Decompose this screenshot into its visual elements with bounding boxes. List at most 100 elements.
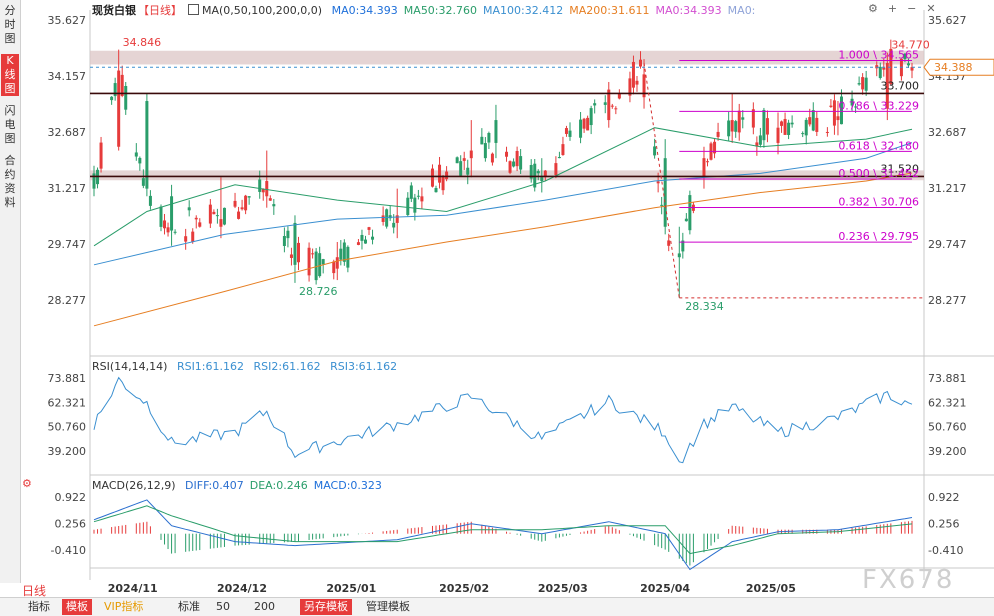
ma-settings-icon[interactable]: [188, 4, 199, 15]
ma-line-ma50: [93, 127, 913, 247]
candle-body: [170, 196, 174, 231]
macd-tick-left: -0.410: [51, 544, 86, 557]
candle-body: [187, 207, 191, 211]
candle-body: [219, 219, 223, 227]
candle-body: [342, 242, 346, 262]
rsi-tick-left: 39.200: [48, 445, 87, 458]
tab-kline-chart[interactable]: K线图: [1, 54, 19, 96]
candle-body: [367, 227, 371, 230]
candle-body: [741, 117, 745, 120]
candle-body: [762, 109, 766, 141]
candle-body: [755, 142, 759, 147]
candle-body: [684, 218, 688, 222]
candle-body: [529, 164, 533, 179]
top-icons: ⚙ + − ✕: [858, 2, 936, 15]
toolbar-button-7[interactable]: 管理模板: [366, 600, 410, 613]
date-label: 2025/03: [538, 582, 588, 595]
fib-label-2: 0.618 \ 32.180: [838, 139, 919, 152]
toolbar-button-3[interactable]: 标准: [178, 600, 200, 613]
candle-body: [141, 178, 145, 186]
candle-body: [508, 161, 512, 173]
low-right-label: 28.334: [685, 300, 724, 313]
candle-body: [667, 240, 671, 246]
candle-body: [258, 179, 262, 192]
candle-body: [483, 143, 487, 159]
toolbar-button-1[interactable]: 模板: [62, 599, 92, 615]
candle-body: [194, 217, 198, 220]
candle-body: [825, 131, 829, 133]
candle-body: [758, 135, 762, 145]
minus-icon[interactable]: −: [907, 2, 917, 15]
toolbar-button-5[interactable]: 200: [254, 600, 275, 613]
ma-line-ma200: [93, 172, 913, 327]
candle-body: [120, 74, 124, 96]
candle-body: [314, 251, 318, 281]
candle-body: [702, 158, 706, 178]
high-right-label: 34.770: [891, 39, 930, 52]
macd-legend: MACD(26,12,9) DIFF:0.407 DEA:0.246 MACD:0.…: [92, 479, 394, 492]
rsi-label: RSI(14,14,14): [92, 360, 168, 373]
date-label: 2025/05: [746, 582, 796, 595]
plus-icon[interactable]: +: [887, 2, 898, 15]
toolbar-button-0[interactable]: 指标: [28, 600, 50, 613]
ma-value-3: MA200:31.611: [569, 4, 650, 17]
candle-body: [222, 207, 226, 225]
tab-flash-chart[interactable]: 闪电图: [1, 104, 19, 146]
candle-body: [582, 118, 586, 129]
candle-body: [787, 122, 791, 135]
toolbar-button-2[interactable]: VIP指标: [104, 600, 144, 613]
candle-body: [438, 164, 442, 183]
fib-label-0: 1.000 \ 34.565: [838, 48, 919, 61]
candle-body: [639, 59, 643, 67]
close-icon[interactable]: ✕: [926, 2, 936, 15]
candle-body: [297, 242, 300, 263]
candle-body: [381, 215, 385, 222]
gear-icon[interactable]: ⚙: [868, 2, 878, 15]
candle-body: [906, 63, 910, 66]
candle-body: [356, 242, 360, 245]
candle-body: [363, 239, 367, 244]
rsi-tick-right: 73.881: [928, 372, 967, 385]
candle-body: [617, 93, 621, 99]
price-tick-right: 28.277: [928, 294, 967, 307]
tab-label: K线图: [4, 54, 16, 95]
candle-body: [808, 117, 812, 125]
candle-body: [603, 102, 607, 105]
price-tick-left: 28.277: [48, 294, 87, 307]
candle-body: [635, 80, 639, 85]
date-label: 2025/01: [326, 582, 376, 595]
tab-contract-info[interactable]: 合约资料: [1, 154, 19, 210]
candle-body: [540, 177, 544, 182]
fib-label-5: 0.236 \ 29.795: [838, 230, 919, 243]
date-label: 2025/02: [439, 582, 489, 595]
ma-value-2: MA100:32.412: [483, 4, 564, 17]
candle-body: [607, 89, 611, 121]
candle-body: [459, 161, 463, 176]
candle-body: [561, 144, 565, 156]
candle-body: [272, 204, 276, 207]
candle-body: [878, 66, 882, 78]
candle-body: [163, 220, 167, 229]
sidebar: 分时图 K线图 闪电图 合约资料: [0, 0, 21, 583]
candle-body: [244, 195, 248, 211]
candle-body: [515, 150, 519, 167]
tab-time-chart[interactable]: 分时图: [1, 4, 19, 46]
candle-body: [776, 127, 780, 143]
macd-label: MACD(26,12,9): [92, 479, 176, 492]
candle-body: [716, 131, 720, 137]
candle-body: [811, 110, 815, 131]
candle-body: [321, 259, 325, 265]
candle-body: [490, 153, 494, 163]
candle-body: [910, 67, 914, 71]
candle-body: [385, 209, 389, 227]
candle-body: [293, 222, 297, 265]
candle-body: [882, 67, 886, 70]
candle-body: [469, 150, 473, 159]
toolbar-button-6[interactable]: 另存模板: [300, 599, 352, 615]
candle-body: [631, 61, 635, 88]
period-selector[interactable]: 日线: [22, 584, 47, 598]
price-tick-right: 29.747: [928, 238, 967, 251]
candle-body: [850, 98, 854, 106]
toolbar-button-4[interactable]: 50: [216, 600, 230, 613]
